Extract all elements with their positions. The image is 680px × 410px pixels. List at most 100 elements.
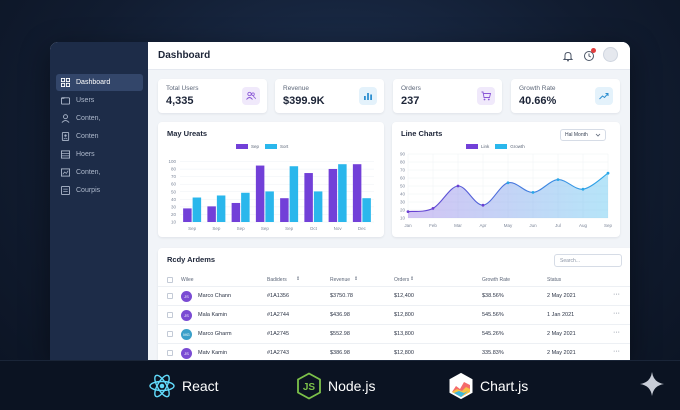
- table-row[interactable]: JS Matv Kamin #1A2743 $386.98 $12,800 335.83%…: [158, 343, 630, 360]
- data-point[interactable]: [581, 187, 585, 191]
- row-revenue: $3750.78: [330, 293, 353, 299]
- orders-table-panel: Rcdy Ardems Search... Wilee Badiders ⇕ R…: [158, 248, 630, 360]
- column-header[interactable]: Status: [547, 277, 562, 283]
- data-point[interactable]: [606, 171, 610, 175]
- y-tick-label: 80: [171, 167, 177, 172]
- sidebar-item-hoers[interactable]: Hoers: [56, 146, 143, 163]
- line-chart: 10 20 30 40 50 60 70 80 90 Jan Feb Mar Apr May Jun Jul A…: [400, 152, 613, 229]
- y-tick-label: 50: [171, 189, 177, 194]
- data-point[interactable]: [481, 203, 485, 207]
- bar-series-2[interactable]: [338, 164, 347, 222]
- sidebar-item-dashboard[interactable]: Dashboard: [56, 74, 143, 91]
- bar-series-2[interactable]: [241, 192, 250, 222]
- avatar[interactable]: [603, 47, 618, 62]
- x-tick-label: Apr: [479, 223, 487, 228]
- row-id: #1A1356: [267, 293, 290, 299]
- bell-icon[interactable]: [562, 50, 574, 62]
- bar-series-1[interactable]: [352, 164, 362, 222]
- row-checkbox[interactable]: [167, 293, 173, 299]
- row-checkbox[interactable]: [167, 350, 173, 356]
- stat-value: $399.9K: [283, 95, 325, 107]
- x-tick-label: Sep: [188, 226, 197, 231]
- table-row[interactable]: MG Marco Gharm #1A2745 $552.98 $13,800 545.26…: [158, 324, 630, 343]
- x-tick-label: Feb: [429, 223, 437, 228]
- row-actions-menu[interactable]: ···: [613, 291, 620, 298]
- period-dropdown[interactable]: Hal Month: [560, 129, 606, 141]
- row-revenue: $552.98: [330, 331, 350, 337]
- row-orders: $12,800: [394, 312, 414, 318]
- sidebar-item-courpis[interactable]: Courpis: [56, 182, 143, 199]
- table-row[interactable]: JS Mala Kamin #1A2744 $436.98 $12,800 545.56%…: [158, 305, 630, 324]
- stat-icon-box: [359, 87, 377, 105]
- area-fill: [408, 173, 608, 218]
- bar-series-1[interactable]: [207, 206, 216, 222]
- tech-react: React: [148, 372, 219, 400]
- x-tick-label: Nov: [334, 226, 343, 231]
- bar-series-2[interactable]: [265, 191, 274, 222]
- bar-series-1[interactable]: [183, 208, 192, 222]
- row-id: #1A2743: [267, 350, 290, 356]
- stat-label: Total Users: [166, 85, 199, 92]
- stat-label: Orders: [401, 85, 421, 92]
- sort-icon[interactable]: ⇕: [354, 276, 359, 282]
- y-tick-label: 70: [171, 174, 177, 179]
- sidebar-item-label: Hoers: [76, 151, 95, 158]
- bar-series-1[interactable]: [280, 198, 289, 222]
- column-header[interactable]: Badiders: [267, 277, 287, 283]
- sidebar-item-content-3[interactable]: Conten,: [56, 164, 143, 181]
- x-tick-label: Sep: [604, 223, 613, 228]
- table-row[interactable]: JS Marco Chann #1A1356 $3750.78 $12,400 $38.5…: [158, 286, 630, 305]
- sidebar-item-users[interactable]: Users: [56, 92, 143, 109]
- nodejs-icon: JS: [297, 372, 321, 400]
- stat-label: Growth Rate: [519, 85, 556, 92]
- bar-series-2[interactable]: [216, 195, 226, 222]
- bar-series-1[interactable]: [304, 173, 313, 222]
- select-all-checkbox[interactable]: [167, 277, 173, 283]
- row-checkbox[interactable]: [167, 331, 173, 337]
- legend-label: Sep: [251, 144, 260, 149]
- column-header[interactable]: Orders: [394, 277, 410, 283]
- y-tick-label: 60: [400, 176, 406, 181]
- chartjs-icon: [449, 372, 473, 400]
- main-content: Dashboard Total Users 4,335 Revenue $399…: [148, 42, 630, 360]
- row-checkbox[interactable]: [167, 312, 173, 318]
- bar-series-1[interactable]: [328, 168, 338, 222]
- legend-swatch: [265, 144, 278, 149]
- sidebar-item-content-1[interactable]: Conten,: [56, 110, 143, 127]
- data-point[interactable]: [431, 207, 435, 210]
- data-point[interactable]: [456, 184, 460, 188]
- sort-icon[interactable]: ⇕: [296, 276, 301, 282]
- sidebar-item-label: Courpis: [76, 187, 101, 194]
- page-title: Dashboard: [158, 50, 211, 61]
- tech-label: Node.js: [328, 378, 376, 394]
- tech-label: Chart.js: [480, 378, 529, 394]
- table-header: Wilee Badiders ⇕ Revenue ⇕ Orders ⇕ Grow…: [158, 274, 630, 286]
- bar-series-2[interactable]: [313, 191, 323, 222]
- period-dropdown-value: Hal Month: [565, 132, 588, 138]
- chart-icon: [61, 168, 70, 177]
- column-header[interactable]: Revenue: [330, 277, 351, 283]
- data-point[interactable]: [531, 191, 535, 194]
- row-actions-menu[interactable]: ···: [613, 310, 620, 317]
- x-tick-label: Mar: [454, 223, 462, 228]
- search-input[interactable]: Search...: [554, 254, 622, 267]
- bar-series-2[interactable]: [362, 198, 371, 222]
- row-actions-menu[interactable]: ···: [613, 348, 620, 355]
- data-point[interactable]: [406, 210, 410, 213]
- stat-card-orders: Orders 237: [393, 79, 502, 113]
- sidebar-item-content-2[interactable]: Conten: [56, 128, 143, 145]
- column-header[interactable]: Growth Rate: [482, 277, 511, 283]
- bar-series-2[interactable]: [289, 166, 299, 222]
- sort-icon[interactable]: ⇕: [410, 276, 415, 282]
- row-date: 2 May 2021: [547, 293, 576, 299]
- bar-chart: 10 20 30 40 50 60 70 80 100 Sep Sep Sep Sep Sep Oct Nov…: [168, 159, 374, 231]
- bar-chart-icon: [364, 93, 372, 100]
- column-header[interactable]: Wilee: [181, 277, 194, 283]
- data-point[interactable]: [556, 178, 560, 181]
- clock-icon[interactable]: [583, 50, 595, 62]
- data-point[interactable]: [506, 181, 510, 185]
- bar-series-2[interactable]: [192, 197, 202, 222]
- row-actions-menu[interactable]: ···: [613, 329, 620, 336]
- bar-series-1[interactable]: [255, 165, 265, 222]
- bar-series-1[interactable]: [231, 202, 241, 222]
